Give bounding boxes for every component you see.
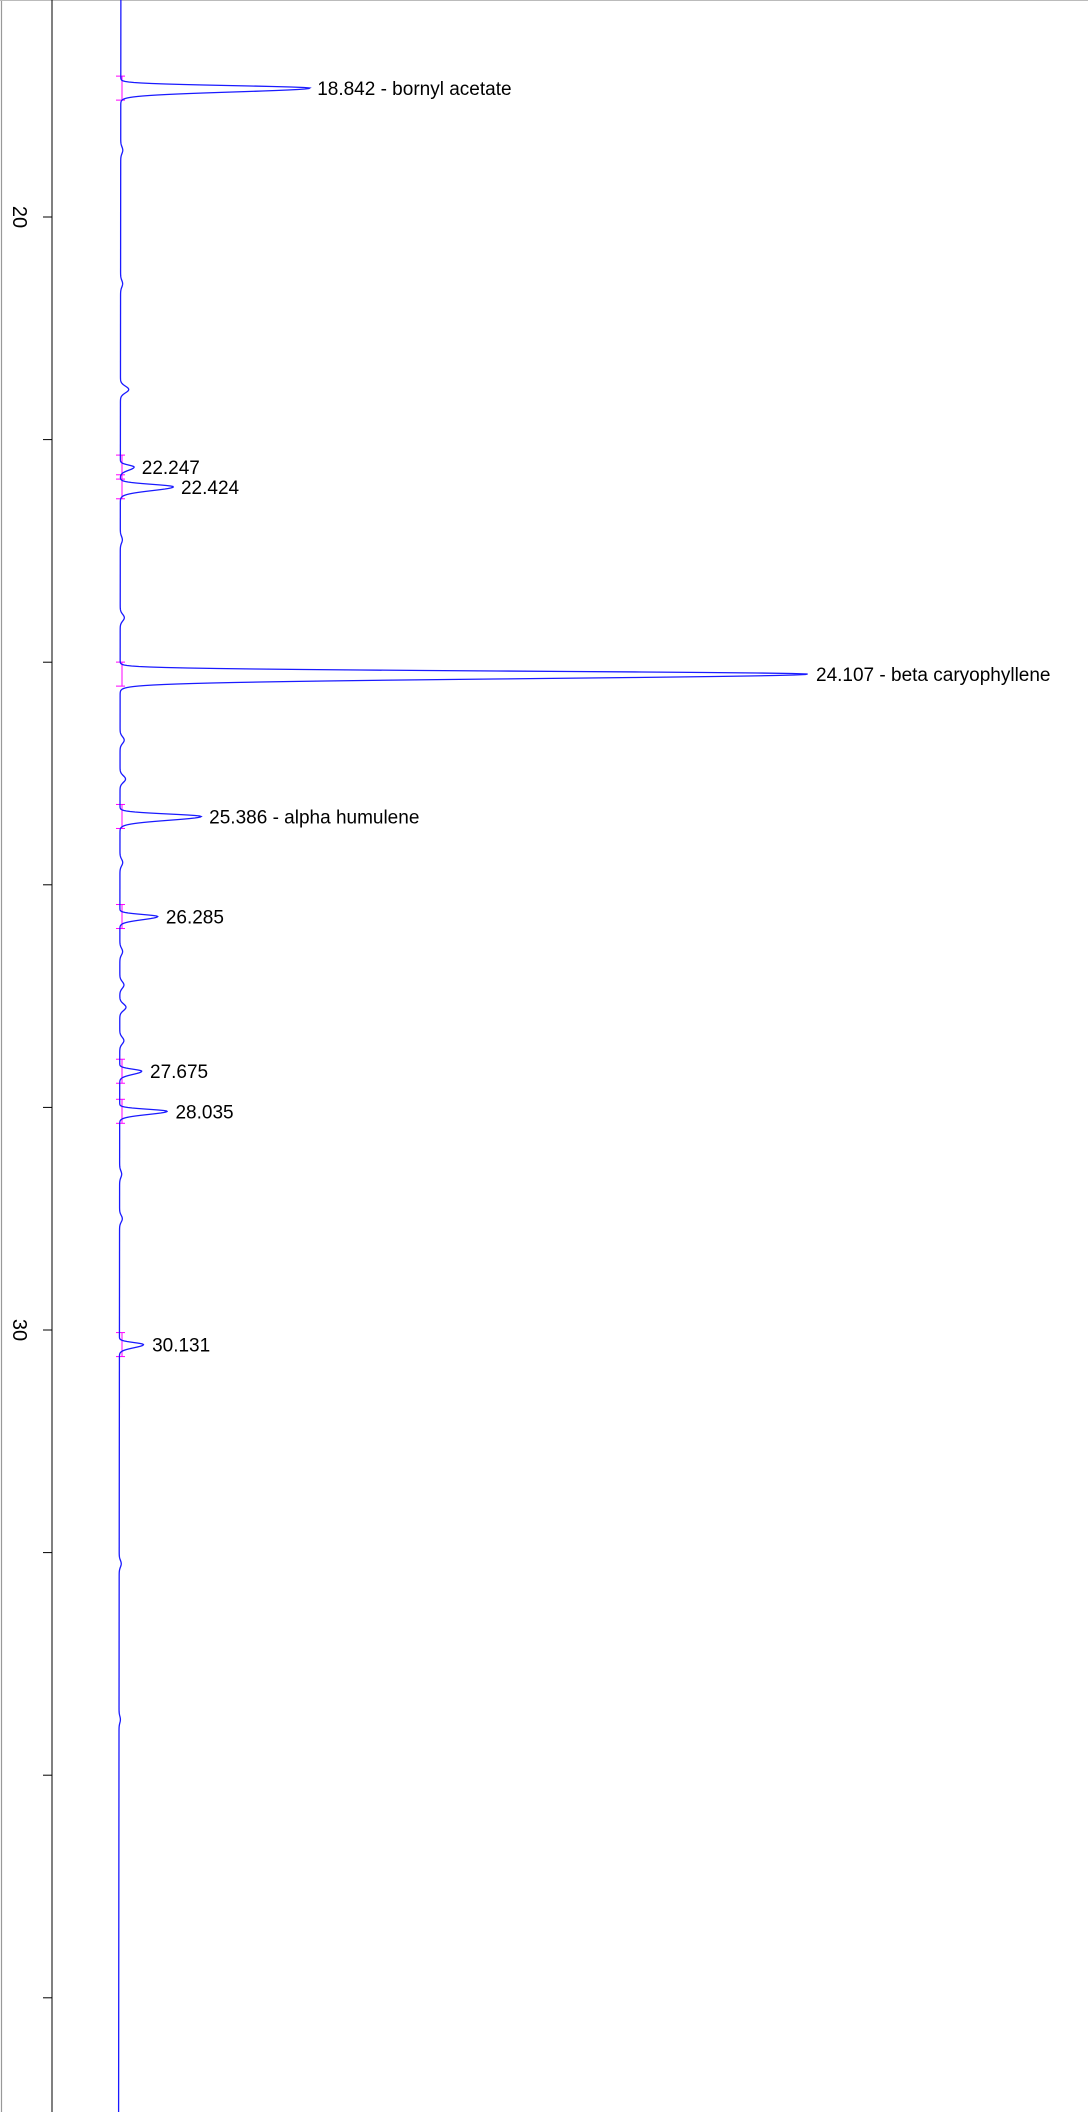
peak-label: 22.247 bbox=[142, 458, 200, 479]
peak-label: 24.107 - beta caryophyllene bbox=[816, 665, 1051, 686]
peak-label: 28.035 bbox=[175, 1102, 233, 1123]
peak-label: 26.285 bbox=[166, 908, 224, 929]
tick-label: 30 bbox=[8, 1319, 30, 1341]
peak-label: 25.386 - alpha humulene bbox=[209, 807, 419, 828]
peak-label: 22.424 bbox=[181, 478, 240, 499]
peak-label: 18.842 - bornyl acetate bbox=[317, 79, 511, 100]
time-axis-ticks bbox=[43, 216, 52, 1999]
peak-label: 30.131 bbox=[152, 1336, 210, 1357]
integration-baseline bbox=[116, 75, 125, 1358]
peak-label: 27.675 bbox=[150, 1062, 208, 1083]
tick-label: 20 bbox=[8, 206, 30, 228]
signal-trace bbox=[117, 0, 808, 2112]
signal-trace-line bbox=[117, 0, 808, 2112]
